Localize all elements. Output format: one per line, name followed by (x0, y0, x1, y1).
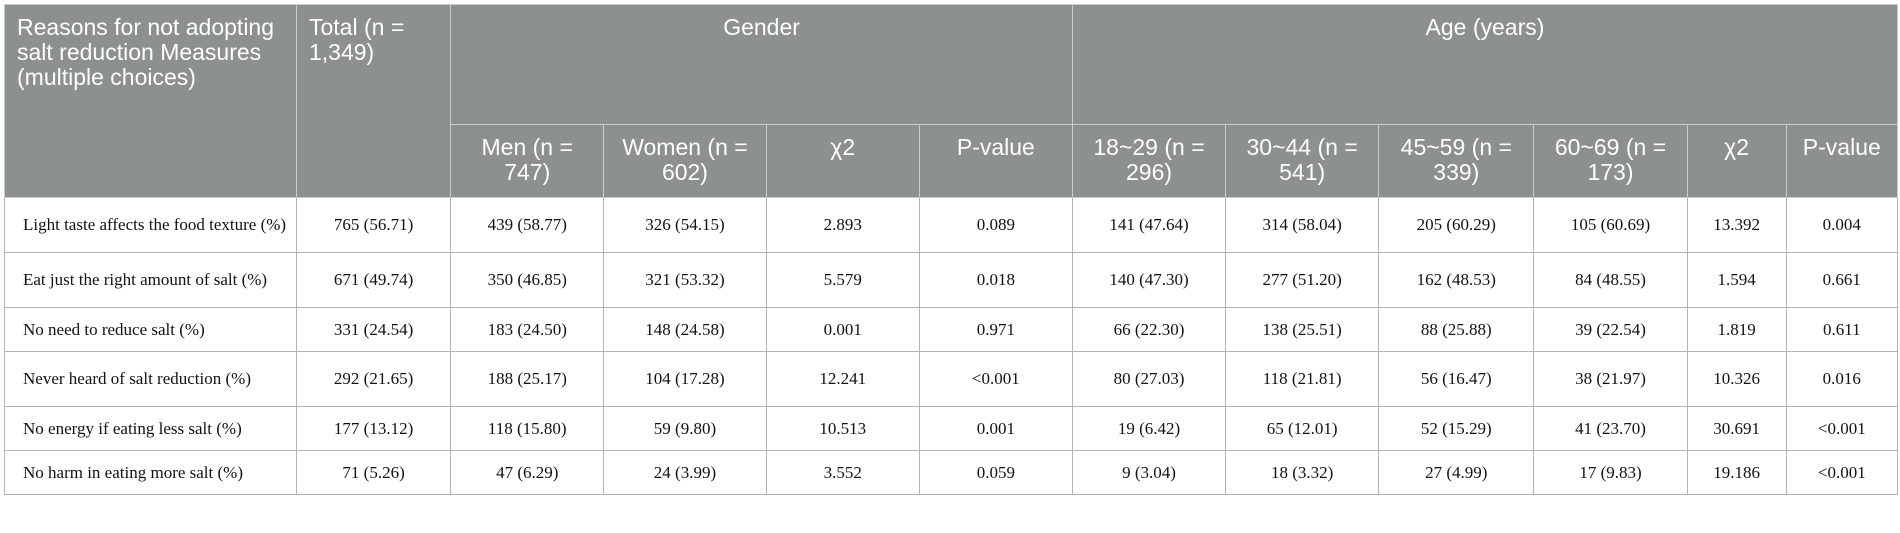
cell-age-18-29: 140 (47.30) (1071, 252, 1227, 308)
cell-chi2-age: 19.186 (1686, 450, 1787, 495)
cell-age-18-29: 9 (3.04) (1071, 450, 1227, 495)
cell-age-60-69: 41 (23.70) (1533, 406, 1688, 451)
cell-chi2-age: 1.594 (1686, 252, 1787, 308)
table-row: No energy if eating less salt (%) 177 (1… (4, 406, 1899, 451)
cell-age-30-44: 314 (58.04) (1225, 197, 1380, 253)
cell-women: 148 (24.58) (603, 307, 767, 352)
header-age-30-44: 30~44 (n = 541) (1225, 124, 1380, 198)
cell-men: 183 (24.50) (450, 307, 605, 352)
cell-age-60-69: 38 (21.97) (1533, 351, 1688, 407)
cell-age-30-44: 18 (3.32) (1225, 450, 1380, 495)
cell-age-45-59: 162 (48.53) (1378, 252, 1535, 308)
cell-total: 292 (21.65) (295, 351, 452, 407)
row-reason: No need to reduce salt (%) (4, 307, 297, 352)
cell-chi2-gender: 0.001 (765, 307, 920, 352)
cell-age-45-59: 56 (16.47) (1378, 351, 1535, 407)
cell-p-gender: 0.971 (918, 307, 1073, 352)
table-row: Never heard of salt reduction (%) 292 (2… (4, 351, 1899, 407)
header-women: Women (n = 602) (603, 124, 767, 198)
cell-p-gender: 0.089 (918, 197, 1073, 253)
header-total: Total (n = 1,349) (295, 4, 452, 198)
cell-age-45-59: 27 (4.99) (1378, 450, 1535, 495)
cell-age-18-29: 66 (22.30) (1071, 307, 1227, 352)
cell-p-age: <0.001 (1785, 450, 1899, 495)
cell-chi2-gender: 10.513 (765, 406, 920, 451)
cell-total: 71 (5.26) (295, 450, 452, 495)
row-reason: Never heard of salt reduction (%) (4, 351, 297, 407)
header-age-18-29: 18~29 (n = 296) (1071, 124, 1227, 198)
cell-chi2-gender: 5.579 (765, 252, 920, 308)
cell-age-60-69: 105 (60.69) (1533, 197, 1688, 253)
row-reason: Eat just the right amount of salt (%) (4, 252, 297, 308)
header-p-age: P-value (1785, 124, 1899, 198)
cell-men: 350 (46.85) (450, 252, 605, 308)
cell-age-30-44: 277 (51.20) (1225, 252, 1380, 308)
cell-total: 331 (24.54) (295, 307, 452, 352)
row-reason: Light taste affects the food texture (%) (4, 197, 297, 253)
cell-age-18-29: 19 (6.42) (1071, 406, 1227, 451)
cell-women: 321 (53.32) (603, 252, 767, 308)
table-row: Light taste affects the food texture (%)… (4, 197, 1899, 253)
cell-men: 118 (15.80) (450, 406, 605, 451)
cell-men: 188 (25.17) (450, 351, 605, 407)
header-men: Men (n = 747) (450, 124, 605, 198)
cell-age-60-69: 17 (9.83) (1533, 450, 1688, 495)
cell-p-gender: <0.001 (918, 351, 1073, 407)
header-reasons: Reasons for not adopting salt reduction … (4, 4, 297, 198)
cell-p-age: 0.016 (1785, 351, 1899, 407)
row-reason: No harm in eating more salt (%) (4, 450, 297, 495)
cell-total: 765 (56.71) (295, 197, 452, 253)
cell-age-30-44: 118 (21.81) (1225, 351, 1380, 407)
cell-age-45-59: 205 (60.29) (1378, 197, 1535, 253)
cell-p-gender: 0.018 (918, 252, 1073, 308)
header-age-45-59: 45~59 (n = 339) (1378, 124, 1535, 198)
cell-women: 104 (17.28) (603, 351, 767, 407)
cell-chi2-age: 30.691 (1686, 406, 1787, 451)
table-row: No need to reduce salt (%) 331 (24.54) 1… (4, 307, 1899, 352)
row-reason: No energy if eating less salt (%) (4, 406, 297, 451)
header-sub-row: Men (n = 747) Women (n = 602) χ2 P-value… (5, 124, 1899, 198)
cell-age-30-44: 138 (25.51) (1225, 307, 1380, 352)
cell-age-18-29: 80 (27.03) (1071, 351, 1227, 407)
cell-age-60-69: 39 (22.54) (1533, 307, 1688, 352)
cell-women: 59 (9.80) (603, 406, 767, 451)
header-chi2-age: χ2 (1686, 124, 1787, 198)
table-row: No harm in eating more salt (%) 71 (5.26… (4, 450, 1899, 495)
cell-chi2-gender: 12.241 (765, 351, 920, 407)
cell-chi2-gender: 2.893 (765, 197, 920, 253)
cell-p-age: 0.661 (1785, 252, 1899, 308)
cell-men: 47 (6.29) (450, 450, 605, 495)
cell-age-60-69: 84 (48.55) (1533, 252, 1688, 308)
cell-total: 177 (13.12) (295, 406, 452, 451)
header-group-row: Reasons for not adopting salt reduction … (4, 4, 1899, 198)
header-age: Age (years) (1071, 4, 1899, 125)
table-row: Eat just the right amount of salt (%) 67… (4, 252, 1899, 308)
header-gender: Gender (450, 4, 1073, 125)
cell-women: 24 (3.99) (603, 450, 767, 495)
cell-chi2-age: 10.326 (1686, 351, 1787, 407)
cell-women: 326 (54.15) (603, 197, 767, 253)
cell-p-age: <0.001 (1785, 406, 1899, 451)
cell-age-18-29: 141 (47.64) (1071, 197, 1227, 253)
cell-chi2-gender: 3.552 (765, 450, 920, 495)
header-p-gender: P-value (918, 124, 1073, 198)
cell-p-gender: 0.059 (918, 450, 1073, 495)
cell-chi2-age: 13.392 (1686, 197, 1787, 253)
salt-reduction-table: Reasons for not adopting salt reduction … (4, 4, 1899, 495)
cell-age-45-59: 52 (15.29) (1378, 406, 1535, 451)
cell-p-age: 0.004 (1785, 197, 1899, 253)
cell-men: 439 (58.77) (450, 197, 605, 253)
cell-p-gender: 0.001 (918, 406, 1073, 451)
cell-p-age: 0.611 (1785, 307, 1899, 352)
cell-chi2-age: 1.819 (1686, 307, 1787, 352)
cell-total: 671 (49.74) (295, 252, 452, 308)
header-chi2-gender: χ2 (765, 124, 920, 198)
header-age-60-69: 60~69 (n = 173) (1533, 124, 1688, 198)
cell-age-30-44: 65 (12.01) (1225, 406, 1380, 451)
cell-age-45-59: 88 (25.88) (1378, 307, 1535, 352)
